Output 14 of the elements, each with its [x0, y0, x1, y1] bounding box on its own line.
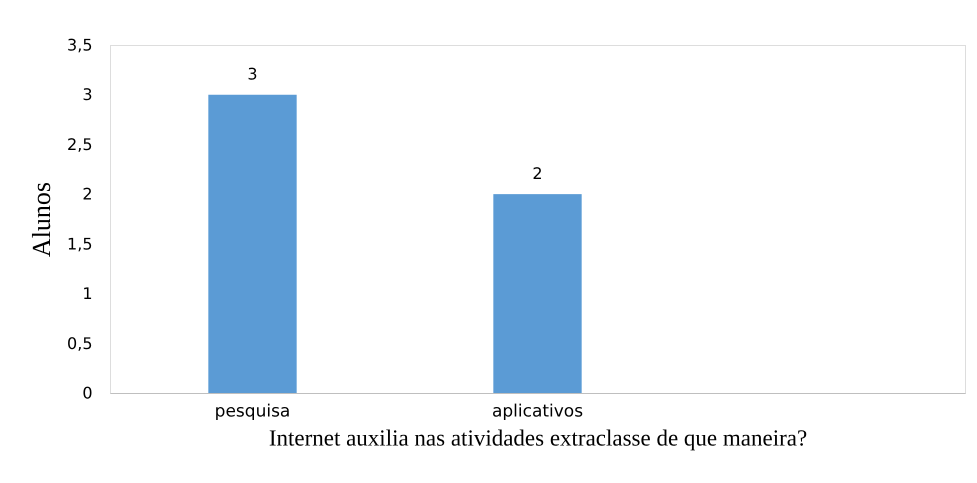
- y-tick-label: 2,5: [67, 134, 92, 154]
- y-tick-label: 3: [82, 85, 92, 104]
- y-tick-label: 3,5: [67, 36, 92, 54]
- y-tick-label: 1,5: [67, 234, 92, 254]
- y-tick-label: 0,5: [67, 334, 92, 353]
- x-tick-label: pesquisa: [214, 402, 290, 422]
- x-tick-label: aplicativos: [492, 402, 584, 422]
- y-tick-label: 1: [82, 284, 92, 304]
- data-label: 2: [532, 164, 543, 184]
- y-axis-title: Alunos: [27, 182, 56, 258]
- y-tick-label: 2: [82, 184, 92, 204]
- y-tick-label: 0: [82, 384, 92, 402]
- x-axis-title: Internet auxilia nas atividades extraclasse de que maneira?: [268, 426, 808, 450]
- data-label: 3: [247, 64, 258, 84]
